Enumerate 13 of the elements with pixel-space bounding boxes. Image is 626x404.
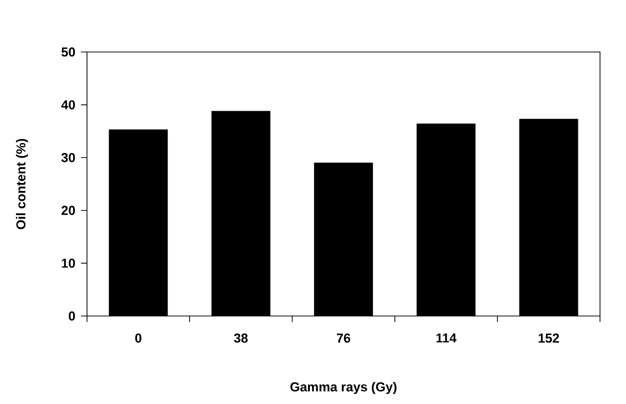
y-tick-label: 40 [61, 100, 75, 110]
x-tick-label: 0 [135, 334, 142, 343]
y-tick-label: 10 [62, 258, 75, 268]
y-tick-label: 50 [61, 47, 75, 57]
x-tick-label: 114 [436, 334, 456, 342]
x-axis-title: Gamma rays (Gy) [290, 382, 396, 394]
x-tick-label: 38 [234, 334, 248, 343]
y-tick-label: 0 [68, 311, 75, 321]
y-tick-label: 30 [61, 153, 75, 162]
x-tick-label: 152 [538, 334, 559, 343]
x-tick-label: 76 [336, 334, 350, 343]
y-tick-label: 20 [62, 206, 75, 215]
y-axis-title: Oil content (%) [16, 138, 28, 230]
